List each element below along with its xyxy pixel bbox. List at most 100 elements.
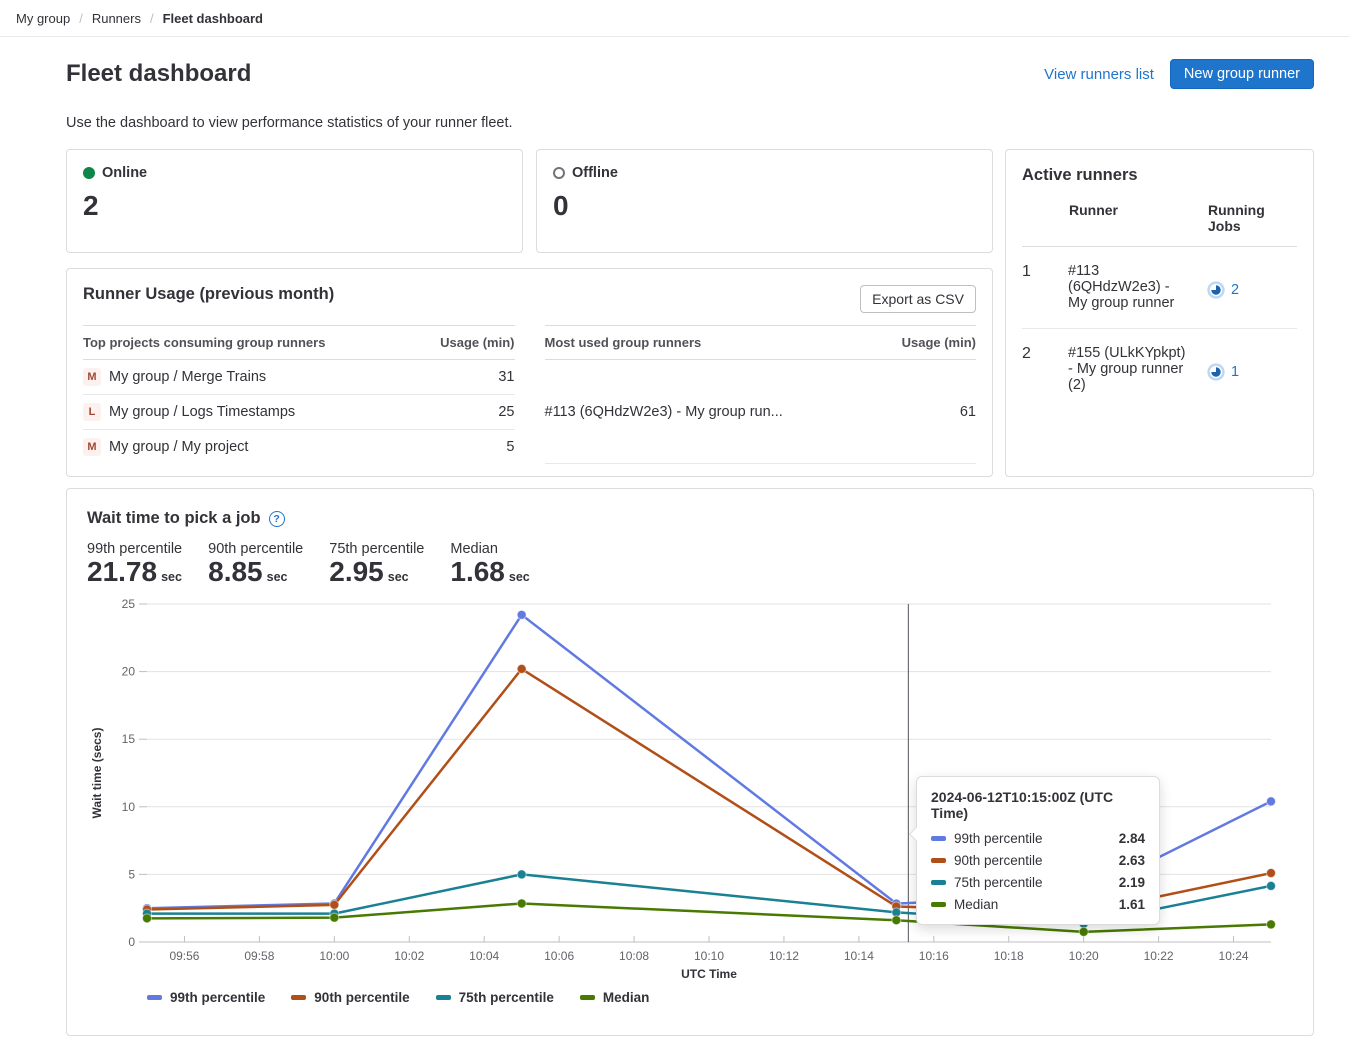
project-avatar: M <box>83 438 101 456</box>
breadcrumb-my-group[interactable]: My group <box>16 10 71 26</box>
running-jobs-column-header: Running Jobs <box>1207 201 1297 247</box>
svg-text:10:18: 10:18 <box>994 949 1024 963</box>
offline-runners-card: Offline 0 <box>536 149 993 253</box>
svg-text:10:00: 10:00 <box>319 949 349 963</box>
online-count: 2 <box>83 190 99 221</box>
series-swatch-median <box>931 901 946 907</box>
project-name: My group / My project <box>109 439 249 455</box>
series-swatch-90th <box>931 857 946 863</box>
breadcrumb-separator: / <box>79 10 83 26</box>
breadcrumb-separator: / <box>149 10 154 26</box>
project-avatar: M <box>83 368 101 386</box>
header-actions: View runners list New group runner <box>1044 59 1314 89</box>
page-description: Use the dashboard to view performance st… <box>66 115 513 131</box>
svg-text:15: 15 <box>122 732 136 746</box>
runner-rank: 1 <box>1022 246 1068 329</box>
running-status-icon <box>1207 281 1225 299</box>
tooltip-row: 99th percentile 2.84 <box>931 831 1145 846</box>
svg-text:10:10: 10:10 <box>694 949 724 963</box>
page-title: Fleet dashboard <box>66 60 252 87</box>
help-icon[interactable]: ? <box>268 510 285 527</box>
svg-text:UTC Time: UTC Time <box>681 967 737 981</box>
svg-text:10:08: 10:08 <box>619 949 649 963</box>
legend-swatch-75th <box>435 994 451 1000</box>
tooltip-row: Median 1.61 <box>931 897 1145 912</box>
stat-75th-percentile: 75th percentile 2.95 sec <box>329 541 425 587</box>
index-column-header <box>1022 201 1068 247</box>
table-row: M My group / My project 5 <box>83 430 515 465</box>
breadcrumb-runners[interactable]: Runners <box>91 10 141 26</box>
breadcrumb: My group / Runners / Fleet dashboard <box>0 0 1350 37</box>
svg-text:Wait time (secs): Wait time (secs) <box>90 727 104 818</box>
legend-item-median[interactable]: Median <box>579 990 649 1005</box>
page-header: Fleet dashboard View runners list New gr… <box>66 59 1314 89</box>
new-group-runner-button[interactable]: New group runner <box>1169 59 1314 89</box>
most-used-runners-column-header: Most used group runners <box>544 325 874 360</box>
online-label: Online <box>102 165 148 181</box>
top-projects-column-header: Top projects consuming group runners <box>83 325 414 360</box>
project-name: My group / Logs Timestamps <box>109 404 296 420</box>
running-jobs-count-link[interactable]: 1 <box>1231 363 1240 380</box>
runner-column-header: Runner <box>1068 201 1207 247</box>
legend-item-75th[interactable]: 75th percentile <box>435 990 554 1005</box>
stat-median: Median 1.68 sec <box>450 541 530 587</box>
series-swatch-75th <box>931 879 946 885</box>
usage-min-column-header: Usage (min) <box>873 325 976 360</box>
offline-status-icon <box>553 167 565 179</box>
table-row: #113 (6QHdzW2e3) - My group run... 61 <box>544 359 976 464</box>
legend-swatch-90th <box>291 994 307 1000</box>
svg-text:09:58: 09:58 <box>244 949 274 963</box>
legend-item-90th[interactable]: 90th percentile <box>291 990 410 1005</box>
runner-name: #155 (ULkKYpkpt) - My group runner (2) <box>1068 344 1186 394</box>
wait-time-chart[interactable]: 0 5 10 15 20 25 09:56 09:58 10:00 10:02 10:04 10:06… <box>87 596 1293 988</box>
svg-text:10:14: 10:14 <box>844 949 874 963</box>
svg-text:10:24: 10:24 <box>1219 949 1249 963</box>
runner-usage-title: Runner Usage (previous month) <box>83 285 335 303</box>
project-usage-minutes: 5 <box>506 439 515 455</box>
runner-rank: 2 <box>1022 344 1031 362</box>
svg-text:09:56: 09:56 <box>169 949 199 963</box>
svg-text:10:12: 10:12 <box>769 949 799 963</box>
runner-usage-card: Runner Usage (previous month) Export as … <box>66 268 993 477</box>
running-jobs-count-link[interactable]: 2 <box>1231 282 1240 298</box>
most-used-runners-table: Most used group runners Usage (min) #113… <box>544 325 976 464</box>
svg-text:5: 5 <box>128 867 135 881</box>
table-row: L My group / Logs Timestamps 25 <box>83 394 515 430</box>
stat-99th-percentile: 99th percentile 21.78 sec <box>87 541 183 587</box>
svg-text:10:04: 10:04 <box>469 949 499 963</box>
active-runners-title: Active runners <box>1022 166 1138 184</box>
export-csv-button[interactable]: Export as CSV <box>860 285 976 313</box>
svg-text:10:20: 10:20 <box>1069 949 1099 963</box>
active-runners-table: Runner Running Jobs 1 #113 (6QHdzW2e3) -… <box>1022 201 1297 409</box>
active-runners-card: Active runners Runner Running Jobs 1 #11… <box>1005 149 1314 477</box>
project-usage-minutes: 31 <box>413 359 515 395</box>
runner-name: #113 (6QHdzW2e3) - My group runner <box>1068 263 1175 312</box>
project-usage-minutes: 25 <box>413 394 515 430</box>
online-runners-card: Online 2 <box>66 149 523 253</box>
stat-90th-percentile: 90th percentile 8.85 sec <box>208 541 304 587</box>
wait-time-card: Wait time to pick a job ? 99th percentil… <box>66 488 1314 1036</box>
project-avatar: L <box>83 403 101 421</box>
running-status-icon <box>1207 363 1225 381</box>
svg-text:20: 20 <box>122 664 136 678</box>
view-runners-list-link[interactable]: View runners list <box>1044 65 1154 83</box>
tooltip-row: 90th percentile 2.63 <box>931 853 1145 868</box>
chart-tooltip: 2024-06-12T10:15:00Z (UTC Time) 99th per… <box>908 775 1160 925</box>
svg-text:10: 10 <box>122 800 136 814</box>
table-row: M My group / Merge Trains 31 <box>83 359 515 395</box>
svg-text:25: 25 <box>122 597 136 611</box>
svg-text:10:22: 10:22 <box>1144 949 1174 963</box>
legend-swatch-99th <box>147 994 162 1000</box>
legend-swatch-median <box>579 994 595 1000</box>
svg-text:10:06: 10:06 <box>544 949 574 963</box>
wait-time-title: Wait time to pick a job <box>87 509 261 527</box>
usage-min-column-header: Usage (min) <box>413 325 515 360</box>
project-name: My group / Merge Trains <box>109 369 267 385</box>
top-projects-table: Top projects consuming group runners Usa… <box>83 325 515 464</box>
legend-item-99th[interactable]: 99th percentile <box>147 990 265 1005</box>
tooltip-title: 2024-06-12T10:15:00Z (UTC Time) <box>931 788 1114 821</box>
svg-text:0: 0 <box>128 935 135 949</box>
series-swatch-99th <box>931 835 946 841</box>
svg-text:10:16: 10:16 <box>919 949 949 963</box>
online-status-icon <box>83 167 95 179</box>
